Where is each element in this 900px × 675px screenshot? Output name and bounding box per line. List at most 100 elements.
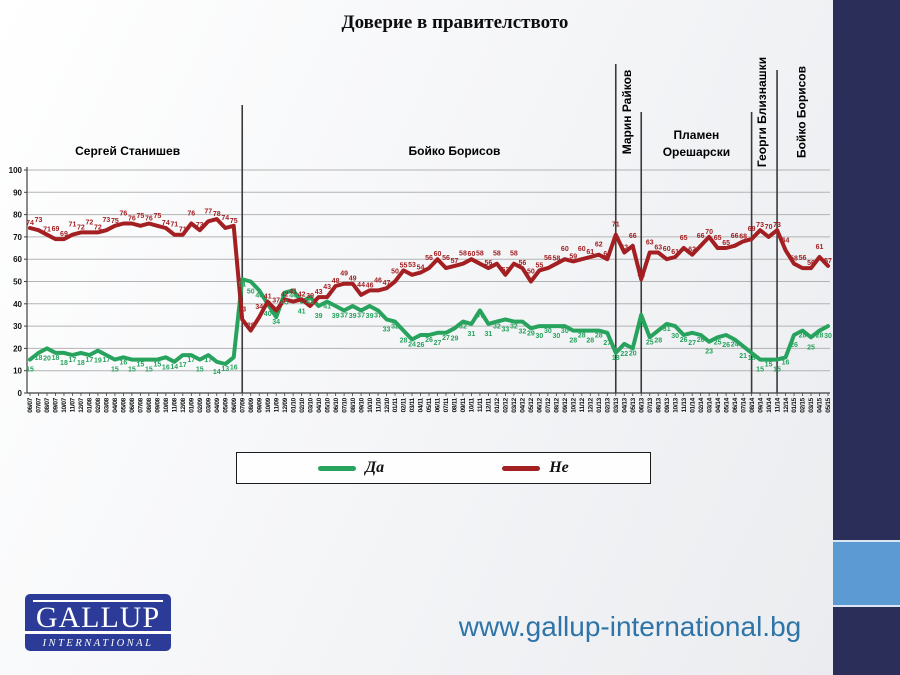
svg-text:10/08: 10/08 (163, 397, 170, 412)
svg-text:34: 34 (272, 319, 280, 326)
svg-text:07/13: 07/13 (647, 397, 654, 412)
svg-text:46: 46 (374, 277, 382, 284)
accent-square (833, 540, 900, 607)
svg-text:17: 17 (69, 357, 77, 364)
svg-text:31: 31 (468, 331, 476, 338)
svg-text:77: 77 (204, 208, 212, 215)
svg-text:76: 76 (128, 216, 136, 223)
svg-text:73: 73 (756, 222, 764, 229)
svg-text:08/14: 08/14 (749, 397, 756, 412)
svg-text:73: 73 (773, 222, 781, 229)
svg-text:40: 40 (264, 311, 272, 318)
axes (26, 167, 830, 394)
svg-text:04/12: 04/12 (520, 397, 527, 412)
svg-text:58: 58 (459, 251, 467, 258)
svg-text:60: 60 (663, 246, 671, 253)
svg-text:15: 15 (196, 367, 204, 374)
svg-text:16: 16 (119, 359, 127, 366)
svg-text:11/14: 11/14 (774, 397, 781, 412)
svg-text:32: 32 (510, 324, 518, 331)
svg-text:16: 16 (230, 364, 238, 371)
svg-text:71: 71 (170, 222, 178, 229)
svg-text:03/11: 03/11 (409, 397, 416, 412)
legend-label-yes: Да (365, 459, 385, 476)
svg-text:72: 72 (77, 224, 85, 231)
svg-text:37: 37 (272, 297, 280, 304)
svg-text:13: 13 (221, 366, 229, 373)
svg-text:24: 24 (408, 341, 416, 348)
svg-text:39: 39 (349, 313, 357, 320)
svg-text:43: 43 (315, 289, 323, 296)
svg-text:04/09: 04/09 (214, 397, 221, 412)
svg-text:76: 76 (145, 216, 153, 223)
svg-text:74: 74 (26, 220, 34, 227)
svg-text:01/09: 01/09 (188, 397, 195, 412)
svg-text:71: 71 (43, 227, 51, 234)
svg-text:90: 90 (13, 188, 22, 197)
svg-text:69: 69 (748, 226, 756, 233)
svg-text:56: 56 (425, 255, 433, 262)
svg-text:07/14: 07/14 (740, 397, 747, 412)
svg-text:01/08: 01/08 (87, 397, 94, 412)
svg-text:73: 73 (196, 222, 204, 229)
period-dividers (241, 64, 778, 393)
svg-text:07/10: 07/10 (341, 397, 348, 412)
svg-text:44: 44 (357, 282, 365, 289)
svg-text:Пламен: Пламен (674, 128, 720, 142)
svg-text:06/13: 06/13 (638, 397, 645, 412)
svg-text:43: 43 (323, 284, 331, 291)
svg-text:12/08: 12/08 (180, 397, 187, 412)
svg-text:37: 37 (340, 312, 348, 319)
svg-text:15: 15 (756, 367, 764, 374)
svg-text:07/07: 07/07 (36, 397, 43, 412)
svg-text:08/12: 08/12 (554, 397, 561, 412)
period-labels: Сергей Станишев Бойко Борисов Марин Райков… (75, 57, 809, 167)
svg-text:10/09: 10/09 (265, 397, 272, 412)
svg-text:18: 18 (748, 355, 756, 362)
svg-text:16: 16 (782, 359, 790, 366)
svg-text:26: 26 (790, 342, 798, 349)
svg-text:46: 46 (289, 292, 297, 299)
svg-text:14: 14 (213, 369, 221, 376)
svg-text:Георги Близнашки: Георги Близнашки (755, 57, 769, 167)
svg-text:04/11: 04/11 (418, 397, 425, 412)
svg-text:58: 58 (493, 251, 501, 258)
svg-text:65: 65 (722, 240, 730, 247)
svg-text:71: 71 (612, 222, 620, 229)
x-axis-labels: 06/07 07/07 08/07 09/07 10/07 11/07 12/07 01/08… (27, 393, 832, 413)
svg-text:43: 43 (306, 299, 314, 306)
svg-text:50: 50 (391, 269, 399, 276)
svg-text:33: 33 (383, 326, 391, 333)
svg-text:15: 15 (765, 362, 773, 369)
svg-text:48: 48 (332, 278, 340, 285)
svg-text:Бойко Борисов: Бойко Борисов (409, 144, 501, 158)
svg-text:54: 54 (417, 265, 425, 272)
svg-text:70: 70 (765, 224, 773, 231)
svg-text:15: 15 (136, 362, 144, 369)
svg-text:60: 60 (603, 251, 611, 258)
svg-text:60: 60 (434, 251, 442, 258)
svg-text:19: 19 (94, 358, 102, 365)
svg-text:60: 60 (13, 255, 22, 264)
svg-text:76: 76 (119, 211, 127, 218)
svg-text:65: 65 (714, 235, 722, 242)
svg-text:28: 28 (816, 333, 824, 340)
svg-text:75: 75 (111, 218, 119, 225)
svg-text:02/11: 02/11 (401, 397, 408, 412)
svg-text:08/13: 08/13 (655, 397, 662, 412)
svg-text:06/07: 06/07 (27, 397, 34, 412)
svg-text:11/08: 11/08 (172, 397, 179, 412)
right-sidebar-band (833, 0, 900, 675)
svg-text:68: 68 (739, 233, 747, 240)
svg-text:03/10: 03/10 (307, 397, 314, 412)
svg-text:03/14: 03/14 (706, 397, 713, 412)
svg-text:33: 33 (502, 326, 510, 333)
svg-text:05/11: 05/11 (426, 397, 433, 412)
svg-text:73: 73 (35, 217, 43, 224)
svg-text:05/09: 05/09 (222, 397, 229, 412)
svg-text:75: 75 (136, 213, 144, 220)
svg-text:10/13: 10/13 (672, 397, 679, 412)
svg-text:04/08: 04/08 (112, 397, 119, 412)
svg-text:41: 41 (323, 304, 331, 311)
